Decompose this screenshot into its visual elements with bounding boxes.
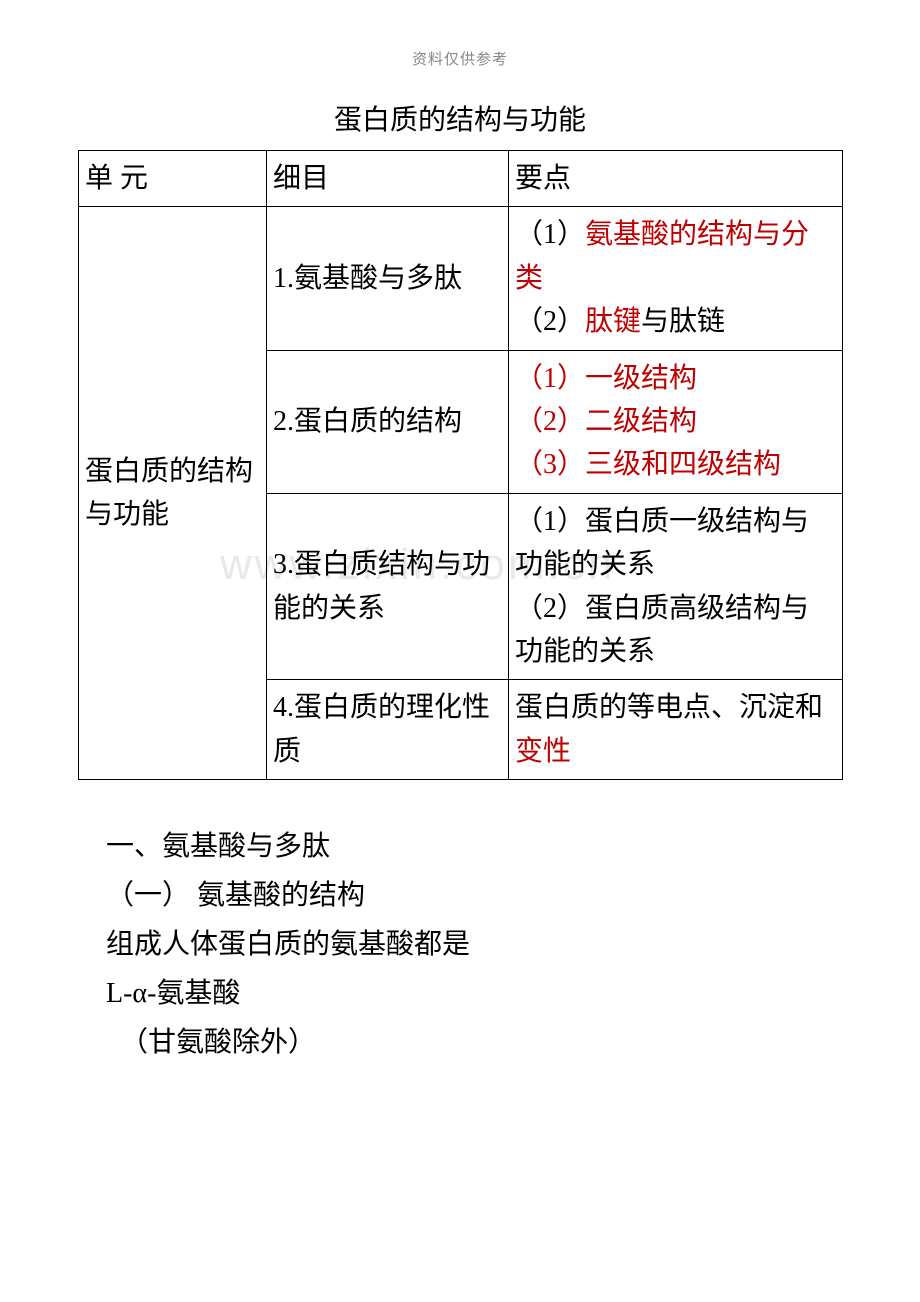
point-red: 变性 [515, 736, 571, 767]
item-cell: 1.氨基酸与多肽 [267, 207, 509, 350]
points-cell: （1）蛋白质一级结构与功能的关系 （2）蛋白质高级结构与功能的关系 [509, 493, 843, 680]
table-row: 蛋白质的结构与功能 1.氨基酸与多肽 （1）氨基酸的结构与分类 （2）肽键与肽链 [79, 207, 843, 350]
body-text: 一、氨基酸与多肽 （一） 氨基酸的结构 组成人体蛋白质的氨基酸都是 L-α-氨基… [78, 822, 842, 1067]
section-heading-1: 一、氨基酸与多肽 [78, 822, 842, 871]
body-paragraph: 组成人体蛋白质的氨基酸都是 [78, 920, 842, 969]
item-cell: 3.蛋白质结构与功能的关系 [267, 493, 509, 680]
point-red: （2）二级结构 [515, 406, 697, 437]
point-red: 肽键 [585, 306, 641, 337]
col-header-unit: 单 元 [79, 151, 267, 207]
body-paragraph: L-α-氨基酸 [78, 969, 842, 1018]
point-plain: 蛋白质的等电点、沉淀和 [515, 692, 823, 723]
body-paragraph: （甘氨酸除外） [78, 1018, 842, 1067]
item-cell: 4.蛋白质的理化性质 [267, 680, 509, 780]
points-cell: 蛋白质的等电点、沉淀和变性 [509, 680, 843, 780]
points-cell: （1）一级结构 （2）二级结构 （3）三级和四级结构 [509, 350, 843, 493]
outline-table: 单 元 细目 要点 蛋白质的结构与功能 1.氨基酸与多肽 （1）氨基酸的结构与分… [78, 150, 843, 780]
header-note: 资料仅供参考 [0, 48, 920, 69]
col-header-item: 细目 [267, 151, 509, 207]
point-plain: （1） [515, 219, 585, 250]
point-red: （1）一级结构 [515, 363, 697, 394]
col-header-points: 要点 [509, 151, 843, 207]
item-cell: 2.蛋白质的结构 [267, 350, 509, 493]
page-content: 蛋白质的结构与功能 单 元 细目 要点 蛋白质的结构与功能 1.氨基酸与多肽 （… [78, 98, 842, 1067]
point-tail: 与肽链 [641, 306, 725, 337]
page-title: 蛋白质的结构与功能 [78, 98, 842, 138]
table-header-row: 单 元 细目 要点 [79, 151, 843, 207]
points-cell: （1）氨基酸的结构与分类 （2）肽键与肽链 [509, 207, 843, 350]
point-red: （3）三级和四级结构 [515, 449, 781, 480]
point-plain: （2） [515, 306, 585, 337]
unit-cell: 蛋白质的结构与功能 [79, 207, 267, 780]
section-heading-2: （一） 氨基酸的结构 [78, 871, 842, 920]
